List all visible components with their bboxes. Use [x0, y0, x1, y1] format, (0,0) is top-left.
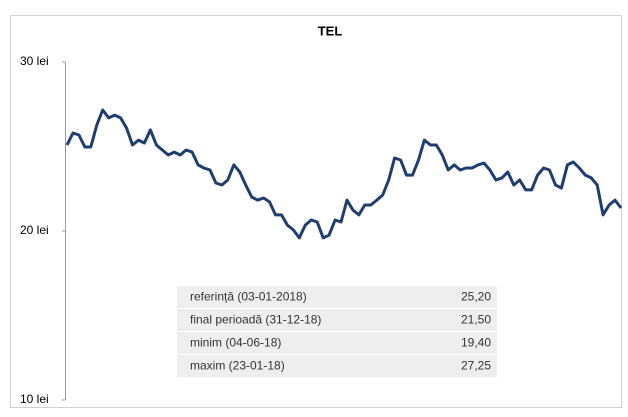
y-tick-label: 30 lei — [20, 54, 49, 68]
table-cell: maxim (23-01-18) — [190, 359, 285, 373]
table-cell: final perioadă (31-12-18) — [190, 313, 321, 327]
line — [65, 108, 623, 240]
table-cell: 25,20 — [461, 290, 491, 304]
table-row — [177, 286, 497, 308]
table-cell: minim (04-06-18) — [190, 336, 281, 350]
table-row — [177, 332, 497, 354]
table-cell: 27,25 — [461, 359, 491, 373]
table-cell: referință (03-01-2018) — [190, 290, 307, 304]
table-cell: 19,40 — [461, 336, 491, 350]
table-cell: 21,50 — [461, 313, 491, 327]
y-tick-label: 10 lei — [20, 392, 49, 406]
y-tick-label: 20 lei — [20, 223, 49, 237]
table-row — [177, 355, 497, 377]
chart-title: TEL — [318, 23, 343, 38]
table-row — [177, 309, 497, 331]
